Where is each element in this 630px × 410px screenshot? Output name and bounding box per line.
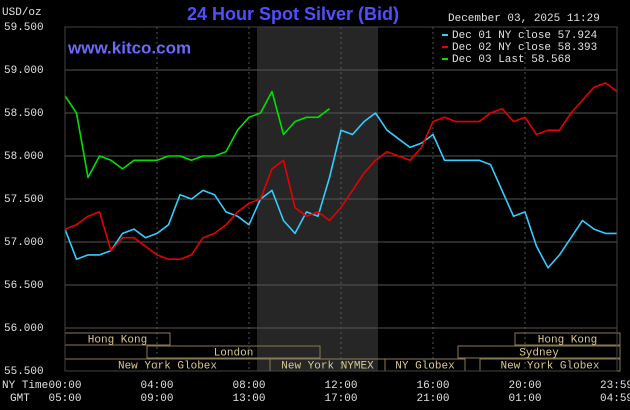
x-tick-label: 16:00: [416, 380, 449, 392]
series-line: [64, 112, 617, 269]
x-tick-label-gmt: 05:00: [48, 393, 81, 405]
x-row-label: GMT: [10, 393, 30, 405]
x-tick-label-gmt: 21:00: [416, 393, 449, 405]
session-label: New York Globex: [118, 360, 217, 372]
x-tick-label: 20:00: [508, 380, 541, 392]
session-box: [457, 345, 621, 359]
x-tick-label-gmt: 01:00: [508, 393, 541, 405]
session-label: Hong Kong: [538, 334, 597, 346]
y-tick-label: 58.000: [4, 151, 44, 163]
chart-title: 24 Hour Spot Silver (Bid): [187, 4, 399, 24]
x-tick-label: 23:59: [600, 380, 630, 392]
session-label: New York Globex: [500, 360, 599, 372]
x-tick-label-gmt: 04:59: [600, 393, 630, 405]
session-label: London: [214, 347, 254, 359]
session-box: [514, 332, 621, 346]
x-row-label: NY Time: [2, 380, 48, 392]
x-tick-label: 04:00: [140, 380, 173, 392]
legend-label: Dec 03 Last 58.568: [452, 54, 571, 66]
legend-label: Dec 01 NY close 57.924: [452, 30, 598, 42]
timestamp: December 03, 2025 11:29: [448, 13, 600, 25]
x-tick-label: 08:00: [232, 380, 265, 392]
x-tick-label-gmt: 09:00: [140, 393, 173, 405]
x-tick-label-gmt: 17:00: [324, 393, 357, 405]
series-line: [64, 82, 618, 260]
y-tick-label: 59.000: [4, 65, 44, 77]
session-box: [146, 345, 321, 359]
legend-label: Dec 02 NY close 58.393: [452, 42, 597, 54]
plot-frame: [64, 26, 618, 372]
y-tick-label: 57.500: [4, 194, 44, 206]
y-tick-label: 57.000: [4, 237, 44, 249]
y-tick-label: 59.500: [4, 22, 44, 34]
y-tick-label: 56.000: [4, 323, 44, 335]
session-label: Sydney: [519, 347, 559, 359]
session-label: New York NYMEX: [281, 360, 374, 372]
x-tick-label-gmt: 13:00: [232, 393, 265, 405]
watermark: www.kitco.com: [67, 38, 191, 57]
y-tick-label: 55.500: [4, 366, 44, 378]
y-tick-label: 58.500: [4, 108, 44, 120]
x-tick-label: 12:00: [324, 380, 357, 392]
x-tick-label: 00:00: [48, 380, 81, 392]
unit-label: USD/oz: [2, 7, 42, 19]
session-label: Hong Kong: [88, 334, 147, 346]
y-tick-label: 56.500: [4, 280, 44, 292]
session-label: NY Globex: [395, 360, 455, 372]
series-line: [64, 90, 330, 179]
